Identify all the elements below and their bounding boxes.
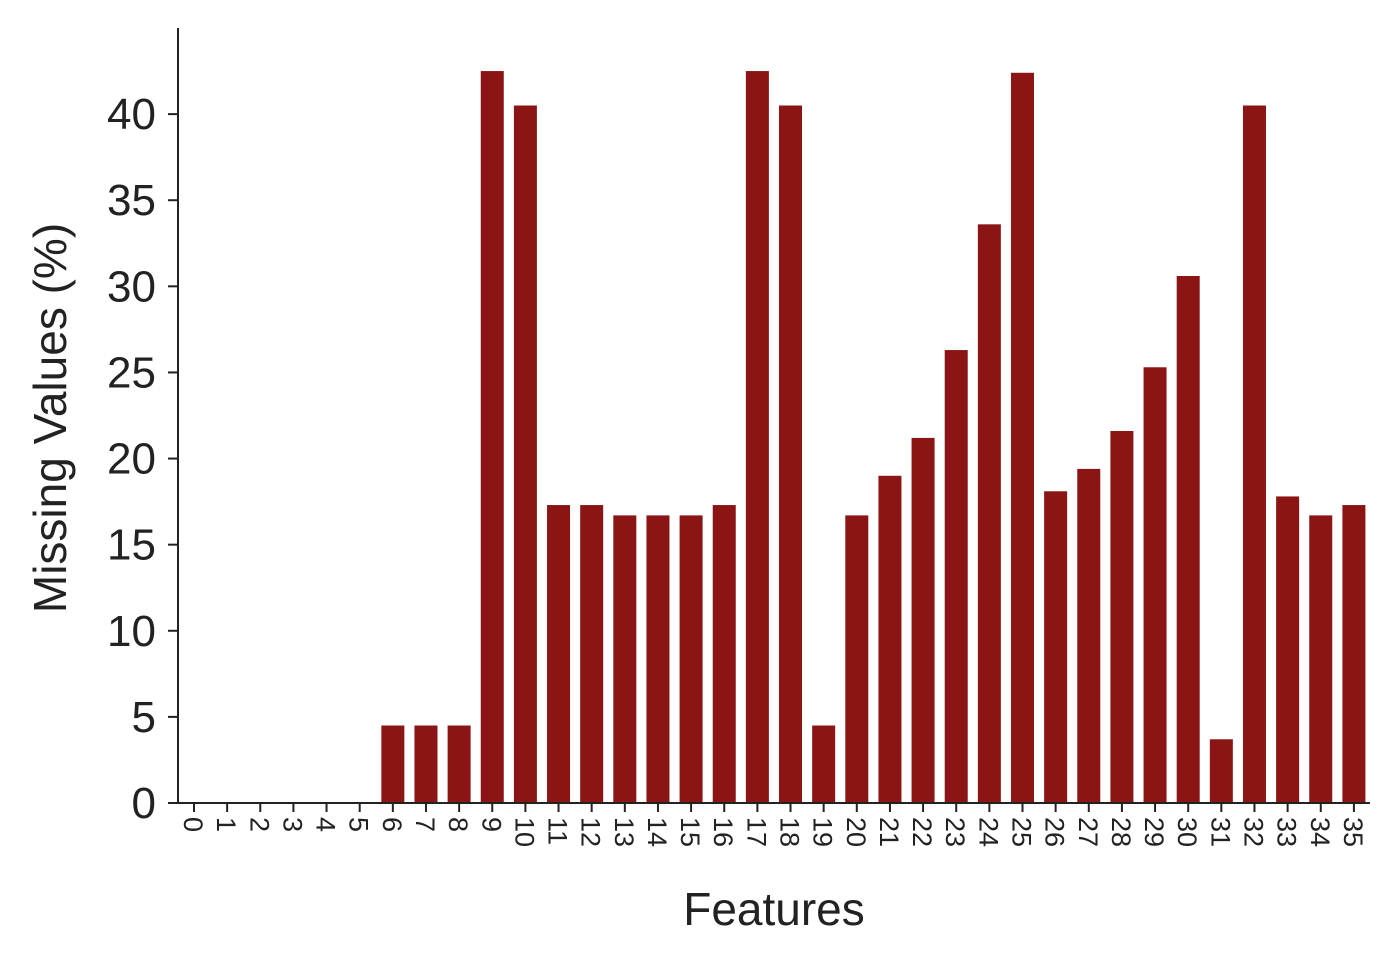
bar-feature-13 [613,515,637,803]
x-tick-label: 35 [1338,817,1368,847]
x-tick-label: 3 [277,817,307,832]
bar-feature-8 [447,725,471,803]
x-tick-label: 18 [775,817,805,847]
x-tick-label: 7 [410,817,440,832]
x-tick-label: 2 [244,817,274,832]
bar-feature-31 [1209,739,1233,803]
bar-feature-28 [1110,431,1134,803]
x-tick-label: 23 [940,817,970,847]
bar-feature-32 [1242,105,1266,803]
bar-feature-25 [1011,72,1034,803]
bar-feature-34 [1309,515,1333,803]
y-tick-label: 10 [107,607,156,656]
bar-feature-35 [1342,505,1366,803]
x-tick-label: 1 [211,817,241,832]
bar-feature-10 [513,105,537,803]
bar-feature-20 [845,515,869,803]
x-tick-label: 34 [1305,817,1335,847]
bar-feature-18 [779,105,803,803]
x-tick-label: 24 [973,817,1003,847]
x-tick-label: 14 [642,817,672,847]
y-tick-label: 0 [132,779,156,828]
bar-feature-9 [480,71,504,803]
x-tick-label: 10 [509,817,539,847]
y-tick-label: 40 [107,90,156,139]
x-tick-label: 9 [476,817,506,832]
bar-feature-19 [812,725,836,803]
bar-feature-7 [414,725,438,803]
bar-feature-24 [977,224,1001,803]
x-axis-label: Features [683,883,865,935]
bar-feature-29 [1143,367,1167,803]
bar-feature-23 [944,350,968,803]
bar-feature-11 [547,505,571,803]
bar-feature-15 [679,515,703,803]
x-tick-label: 26 [1040,817,1070,847]
y-tick-label: 20 [107,435,156,484]
x-tick-label: 32 [1238,817,1268,847]
bar-feature-21 [878,475,902,803]
x-tick-label: 28 [1106,817,1136,847]
x-tick-label: 20 [841,817,871,847]
x-tick-layer: 0 1 2 3 4 5 6 7 8 9 10 11 12 13 14 15 16 17 18 19 20 21 22 23 24… [178,803,1368,847]
x-tick-label: 33 [1272,817,1302,847]
x-tick-label: 21 [874,817,904,847]
y-tick-label: 15 [107,521,156,570]
bar-feature-27 [1077,468,1101,803]
x-tick-label: 31 [1205,817,1235,847]
y-tick-layer: 0 5 10 15 20 25 30 35 40 [107,90,178,828]
bars-layer [381,71,1366,803]
y-tick-label: 25 [107,348,156,397]
y-tick-label: 30 [107,262,156,311]
bar-feature-30 [1176,276,1200,803]
x-tick-label: 5 [344,817,374,832]
x-tick-label: 12 [576,817,606,847]
bar-feature-22 [911,437,935,803]
x-tick-label: 8 [443,817,473,832]
x-tick-label: 4 [311,817,341,832]
x-tick-label: 25 [1007,817,1037,847]
x-tick-label: 13 [609,817,639,847]
bar-feature-6 [381,725,405,803]
y-axis-label: Missing Values (%) [24,223,76,613]
x-tick-label: 29 [1139,817,1169,847]
y-tick-label: 5 [132,693,156,742]
bar-feature-16 [712,505,736,803]
x-tick-label: 11 [543,817,573,845]
x-tick-label: 16 [708,817,738,847]
x-tick-label: 6 [377,817,407,832]
bar-feature-26 [1044,491,1068,803]
x-tick-label: 19 [808,817,838,847]
x-tick-label: 30 [1172,817,1202,847]
x-tick-label: 15 [675,817,705,847]
bar-feature-17 [745,71,769,803]
bar-feature-12 [580,505,604,803]
y-tick-label: 35 [107,176,156,225]
x-tick-label: 17 [741,817,771,847]
x-tick-label: 27 [1073,817,1103,847]
bar-feature-14 [646,515,670,803]
x-tick-label: 22 [907,817,937,847]
bar-feature-33 [1276,496,1300,803]
x-tick-label: 0 [178,817,208,832]
